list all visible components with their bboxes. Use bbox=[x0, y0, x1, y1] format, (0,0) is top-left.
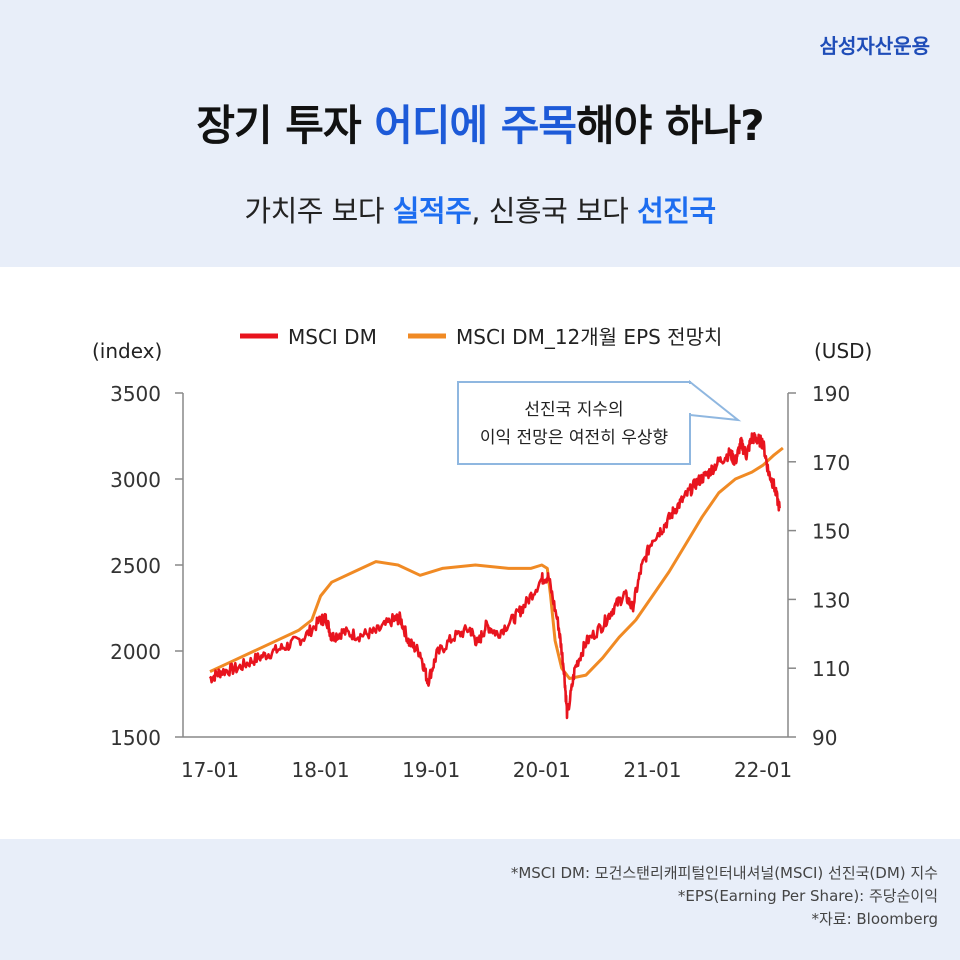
line-chart: MSCI DM MSCI DM_12개월 EPS 전망치 (index) (US… bbox=[92, 325, 872, 782]
left-tick-label: 2500 bbox=[110, 554, 161, 578]
footnote-3: *자료: Bloomberg bbox=[811, 910, 938, 928]
callout-line-1: 선진국 지수의 bbox=[524, 400, 623, 420]
subtitle-highlight-2: 선진국 bbox=[637, 194, 716, 228]
callout-box: 선진국 지수의 이익 전망은 여전히 우상향 bbox=[457, 379, 742, 465]
page-title: 장기 투자 어디에 주목해야 하나? bbox=[0, 92, 960, 153]
legend-label-msci: MSCI DM bbox=[288, 325, 377, 349]
left-tick-label: 2000 bbox=[110, 640, 161, 664]
series-line-msci-dm bbox=[208, 432, 781, 720]
x-tick-label: 19-01 bbox=[402, 758, 460, 782]
title-part-3: 해야 하나? bbox=[576, 101, 765, 150]
subtitle-highlight-1: 실적주 bbox=[392, 194, 472, 228]
callout-line-2: 이익 전망은 여전히 우상향 bbox=[480, 428, 668, 448]
left-axis-label: (index) bbox=[92, 339, 162, 363]
left-tick-label: 1500 bbox=[110, 726, 161, 750]
right-tick-label: 130 bbox=[812, 588, 850, 612]
x-tick-label: 20-01 bbox=[513, 758, 571, 782]
footnotes: *MSCI DM: 모건스탠리캐피털인터내셔널(MSCI) 선진국(DM) 지수… bbox=[511, 862, 938, 931]
footnote-2: *EPS(Earning Per Share): 주당순이익 bbox=[677, 887, 938, 905]
page-subtitle: 가치주 보다 실적주, 신흥국 보다 선진국 bbox=[0, 188, 960, 230]
callout-pointer bbox=[689, 379, 742, 422]
x-tick-label: 21-01 bbox=[623, 758, 681, 782]
right-axis-label: (USD) bbox=[814, 339, 872, 363]
left-tick-label: 3500 bbox=[110, 382, 161, 406]
chart-card: MSCI DM MSCI DM_12개월 EPS 전망치 (index) (US… bbox=[0, 267, 960, 839]
right-tick-label: 170 bbox=[812, 451, 850, 475]
legend-label-eps: MSCI DM_12개월 EPS 전망치 bbox=[456, 325, 722, 349]
series-layer bbox=[208, 432, 784, 720]
subtitle-part-3: , 신흥국 보다 bbox=[471, 194, 638, 228]
footnote-1: *MSCI DM: 모건스탠리캐피털인터내셔널(MSCI) 선진국(DM) 지수 bbox=[510, 864, 938, 882]
right-tick-label: 190 bbox=[812, 382, 850, 406]
x-tick-label: 18-01 bbox=[292, 758, 350, 782]
brand-logo: 삼성자산운용 bbox=[819, 34, 930, 58]
right-tick-label: 150 bbox=[812, 520, 850, 544]
right-tick-label: 90 bbox=[812, 726, 837, 750]
title-highlight: 어디에 주목 bbox=[374, 101, 577, 150]
right-tick-label: 110 bbox=[812, 657, 850, 681]
subtitle-part-1: 가치주 보다 bbox=[244, 194, 393, 228]
x-tick-label: 22-01 bbox=[734, 758, 792, 782]
x-tick-label: 17-01 bbox=[181, 758, 239, 782]
axes: 3500 3000 2500 2000 1500 190 170 150 130 110 90 17-… bbox=[110, 382, 850, 782]
callout-rect bbox=[457, 381, 691, 465]
title-part-1: 장기 투자 bbox=[196, 101, 375, 150]
left-tick-label: 3000 bbox=[110, 468, 161, 492]
